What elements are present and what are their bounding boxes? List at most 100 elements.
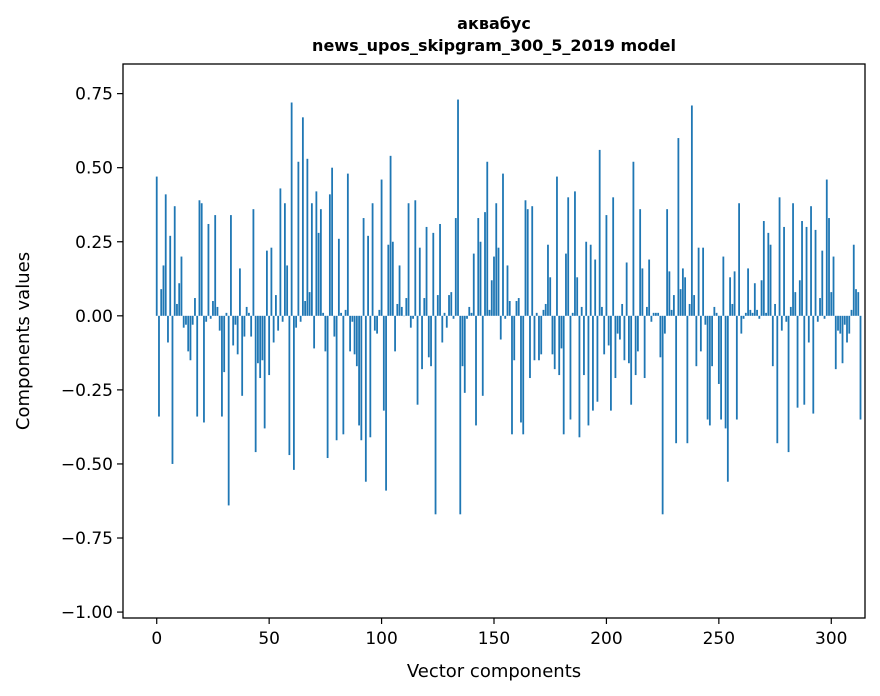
bar-component-129 — [445, 315, 448, 328]
bar-component-47 — [261, 315, 264, 361]
bar-component-55 — [279, 188, 282, 316]
bar-component-33 — [230, 215, 232, 316]
bar-component-256 — [731, 303, 734, 316]
bar-component-294 — [816, 315, 819, 322]
bar-component-215 — [639, 209, 642, 316]
bar-component-209 — [625, 262, 628, 316]
bar-component-104 — [389, 155, 392, 316]
bar-component-306 — [843, 315, 846, 325]
bar-component-158 — [511, 315, 513, 435]
bar-component-135 — [459, 315, 462, 515]
bar-component-67 — [306, 158, 309, 316]
bar-component-18 — [196, 315, 199, 417]
bar-component-93 — [364, 315, 367, 482]
bar-component-260 — [740, 315, 743, 334]
bar-component-184 — [569, 315, 572, 420]
bar-component-145 — [481, 315, 484, 396]
bar-component-302 — [834, 315, 837, 370]
bar-component-168 — [533, 315, 536, 361]
bar-component-222 — [654, 312, 657, 316]
bar-component-108 — [398, 265, 401, 316]
bar-component-84 — [344, 309, 347, 316]
x-tick-label: 50 — [258, 629, 280, 649]
bar-component-140 — [470, 312, 473, 316]
bar-component-112 — [407, 203, 410, 316]
bar-component-229 — [670, 309, 673, 316]
bar-component-143 — [477, 218, 480, 316]
bar-component-128 — [443, 312, 446, 316]
bar-component-285 — [796, 315, 799, 408]
bar-component-68 — [308, 292, 311, 316]
bar-component-223 — [657, 312, 660, 316]
bar-component-216 — [641, 268, 644, 316]
bar-component-164 — [524, 200, 527, 316]
chart-title-line-2: news_upos_skipgram_300_5_2019 model — [312, 36, 676, 55]
bar-component-141 — [472, 253, 475, 316]
bar-component-291 — [810, 206, 812, 316]
bar-component-251 — [720, 315, 722, 420]
bar-component-250 — [717, 315, 720, 384]
bar-component-136 — [461, 315, 464, 367]
bar-component-57 — [283, 203, 286, 316]
bar-component-54 — [277, 315, 280, 331]
bar-component-43 — [252, 209, 255, 316]
bar-component-50 — [268, 315, 271, 376]
bar-component-52 — [272, 315, 275, 343]
bar-component-186 — [574, 191, 576, 316]
bar-component-20 — [200, 203, 203, 316]
bar-component-70 — [313, 315, 316, 349]
bar-component-266 — [753, 283, 756, 316]
y-tick-label: 0.75 — [75, 85, 113, 105]
bar-component-219 — [648, 259, 651, 316]
bar-component-259 — [738, 203, 740, 316]
bar-component-12 — [182, 315, 185, 328]
bar-component-242 — [699, 315, 702, 352]
bar-component-155 — [504, 315, 507, 319]
bar-component-126 — [439, 223, 441, 316]
y-tick-label: −0.50 — [61, 455, 113, 475]
bar-component-210 — [628, 315, 630, 364]
bar-component-118 — [421, 315, 423, 370]
bar-component-81 — [337, 238, 340, 316]
bar-component-311 — [855, 289, 857, 316]
bar-component-265 — [751, 312, 754, 316]
bar-component-309 — [850, 309, 853, 316]
bar-component-276 — [776, 315, 779, 444]
bar-component-97 — [373, 315, 376, 331]
bar-component-282 — [789, 306, 792, 316]
bar-component-234 — [681, 268, 684, 316]
bar-component-83 — [342, 315, 345, 435]
bar-component-308 — [848, 315, 851, 334]
bar-component-182 — [565, 253, 567, 316]
bar-component-0 — [155, 176, 158, 316]
bar-component-60 — [290, 102, 293, 316]
bar-component-239 — [693, 295, 696, 316]
bar-component-292 — [812, 315, 815, 414]
bar-component-271 — [765, 312, 767, 316]
bar-component-149 — [490, 280, 493, 316]
bar-component-243 — [702, 247, 705, 316]
bar-component-235 — [684, 277, 687, 316]
x-axis-title: Vector components — [407, 661, 581, 682]
bar-component-274 — [771, 315, 774, 367]
bar-component-64 — [299, 315, 302, 322]
bar-component-236 — [686, 315, 689, 444]
bar-component-237 — [688, 303, 691, 316]
bar-component-194 — [592, 315, 594, 411]
bar-component-228 — [668, 271, 671, 316]
bar-component-96 — [371, 203, 374, 316]
bars-group — [155, 99, 862, 515]
bar-component-303 — [837, 315, 839, 331]
bar-component-208 — [623, 315, 626, 361]
bar-component-85 — [346, 173, 349, 316]
bar-component-5 — [167, 315, 169, 343]
y-axis-ticks: −1.00 −0.75 −0.50 −0.25 0.00 0.25 0.50 0.75 — [61, 85, 123, 623]
bar-component-167 — [531, 206, 534, 316]
bar-component-28 — [218, 315, 221, 331]
bar-component-73 — [319, 209, 322, 316]
bar-component-212 — [632, 161, 635, 316]
bar-component-14 — [187, 315, 190, 352]
bar-component-254 — [726, 315, 729, 482]
bar-component-201 — [607, 315, 610, 346]
bar-component-241 — [697, 247, 700, 316]
